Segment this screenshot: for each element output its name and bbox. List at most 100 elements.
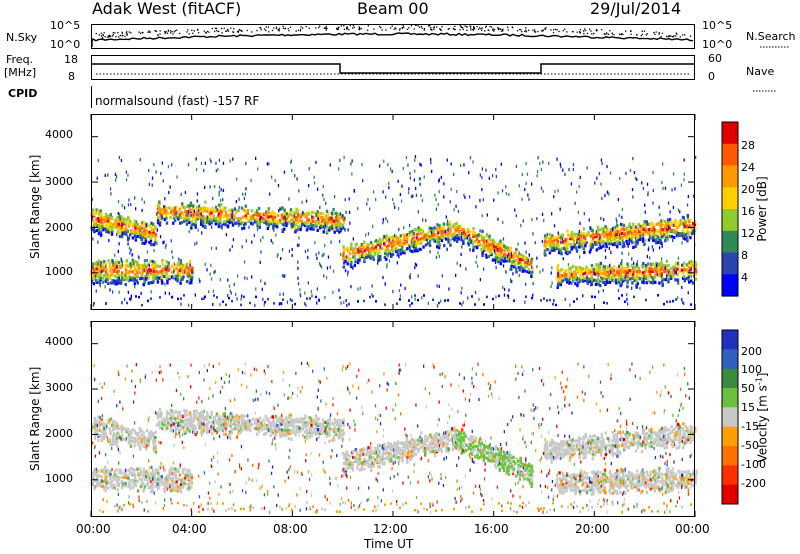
power-colorbar-swatch (722, 122, 738, 145)
power-cell (113, 267, 117, 271)
power-cell (198, 277, 200, 281)
velocity-cell (229, 430, 232, 434)
power-cell (97, 276, 101, 280)
power-cell (181, 205, 185, 209)
power-cell (170, 239, 172, 243)
velocity-cell (101, 423, 105, 428)
velocity-cell (189, 416, 193, 420)
power-cell (694, 227, 697, 231)
nsky-dot (188, 33, 190, 35)
velocity-cell (356, 452, 359, 456)
power-cell (502, 237, 505, 241)
power-cell (153, 260, 157, 264)
velocity-cell (503, 461, 507, 465)
power-cell (133, 272, 136, 277)
nsky-dot (336, 28, 338, 31)
power-cell (678, 221, 681, 225)
power-cell (92, 282, 95, 286)
power-cell (127, 273, 130, 277)
power-cell (175, 211, 177, 215)
power-cell (677, 208, 680, 212)
power-cell (490, 239, 493, 243)
velocity-cell (134, 436, 137, 441)
velocity-cell (506, 468, 509, 472)
power-cell (661, 223, 664, 227)
nsky-dot (100, 35, 102, 37)
power-cell (310, 227, 313, 231)
power-cell (145, 277, 147, 281)
velocity-cell (107, 421, 110, 425)
velocity-cell (347, 460, 350, 464)
power-cell (614, 225, 617, 229)
power-cell (660, 219, 663, 223)
velocity-cell (243, 427, 246, 431)
velocity-cell (161, 418, 164, 422)
power-cell (120, 265, 123, 270)
power-cell (128, 263, 131, 267)
power-cell (189, 274, 192, 278)
power-cell (375, 300, 377, 303)
power-cell (189, 201, 193, 205)
power-cell (143, 234, 147, 238)
power-cell (372, 224, 374, 228)
power-cell (109, 281, 113, 285)
power-cell (96, 265, 99, 269)
velocity-cell (220, 420, 223, 424)
power-cell (537, 156, 539, 160)
power-cell (365, 255, 368, 259)
power-cell (619, 231, 622, 235)
velocity-cell (342, 418, 345, 422)
power-cbar-tick-8: 8 (741, 249, 748, 262)
power-cell (190, 213, 192, 217)
power-cell (694, 277, 698, 281)
power-cell (148, 224, 151, 228)
power-cell (229, 216, 232, 220)
power-cell (247, 218, 250, 222)
power-cell (495, 253, 498, 257)
power-cell (391, 239, 395, 243)
velocity-cell (127, 438, 131, 443)
power-cell (362, 253, 366, 257)
velocity-cell (461, 428, 464, 432)
nsky-dot (470, 27, 472, 29)
nsky-dot (338, 26, 340, 28)
power-cell (382, 190, 384, 194)
velocity-cell (281, 419, 284, 423)
power-cell (587, 268, 590, 272)
power-cell (620, 268, 623, 273)
velocity-cell (134, 431, 137, 436)
power-cell (333, 195, 336, 199)
power-cell (625, 228, 628, 232)
velocity-cell (221, 429, 225, 433)
power-cell (694, 260, 697, 265)
nsky-dot (172, 33, 174, 35)
nsky-dot (590, 30, 592, 32)
power-cell (319, 223, 322, 228)
power-cell (370, 246, 373, 250)
power-cell (292, 211, 295, 215)
power-cell (414, 247, 418, 251)
velocity-cell (330, 427, 334, 431)
power-cell (568, 277, 571, 281)
power-cell (245, 187, 247, 191)
power-cell (365, 248, 368, 252)
power-cell (273, 212, 276, 216)
velocity-cell (304, 414, 307, 418)
velocity-cell (296, 429, 299, 433)
velocity-cell (112, 431, 116, 435)
power-cell (424, 237, 427, 241)
power-cell (130, 248, 132, 252)
power-cell (485, 245, 488, 249)
power-cell (589, 242, 592, 246)
power-cell (530, 257, 534, 261)
power-cell (435, 207, 438, 211)
power-cell (580, 242, 583, 246)
nsky-dot (440, 29, 442, 31)
power-cell (335, 216, 338, 220)
velocity-cell (367, 457, 371, 461)
power-cell (595, 230, 597, 234)
power-cell (159, 218, 162, 222)
power-cell (105, 270, 108, 274)
power-cell (394, 242, 398, 247)
power-cell (298, 224, 302, 228)
